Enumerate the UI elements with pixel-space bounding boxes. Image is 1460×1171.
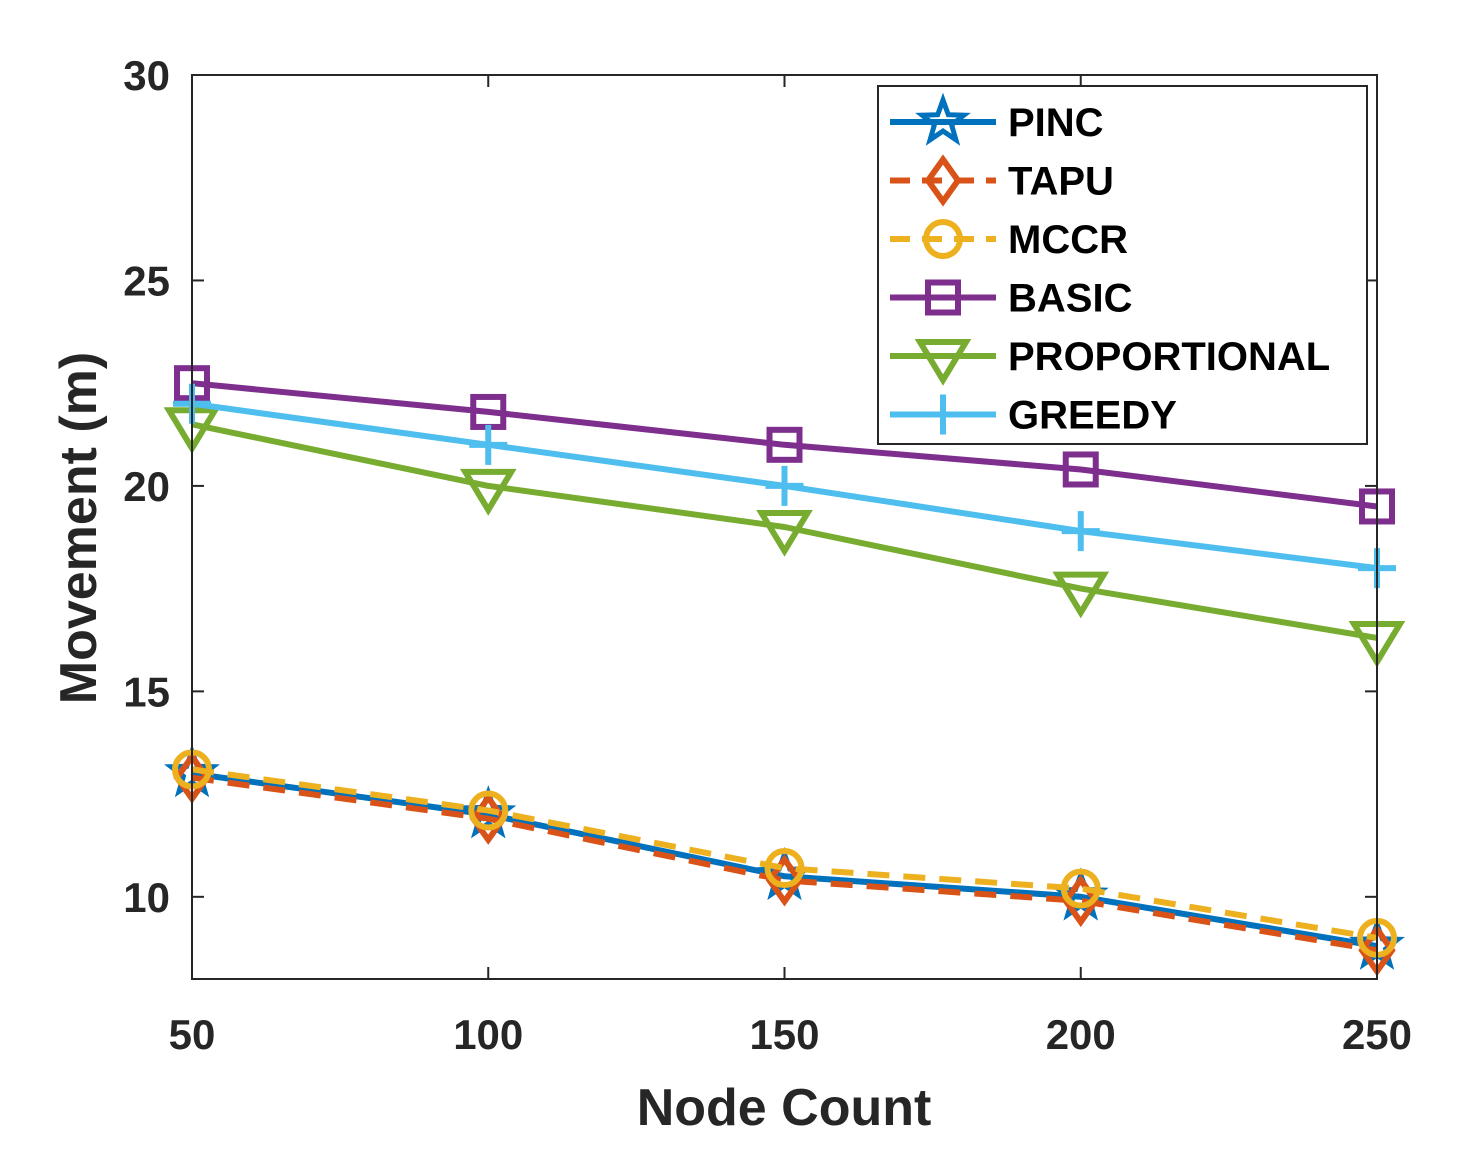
y-tick-label: 10 [123,874,170,921]
legend-label: BASIC [1008,277,1132,321]
data-point-basic [766,426,803,463]
legend-marker [915,92,971,146]
data-point-greedy [765,465,804,506]
legend-item-pinc: PINC [890,92,1104,146]
data-point-mccr [764,848,805,889]
data-point-tapu [1062,874,1100,928]
legend-label: PROPORTIONAL [1008,335,1330,379]
legend-marker [914,339,972,386]
data-point-mccr [468,790,509,831]
y-tick-label: 20 [123,463,170,510]
series-line-proportional [191,421,1378,641]
y-tick-label: 25 [123,257,170,304]
legend-label: MCCR [1008,218,1128,262]
series-line-basic [191,380,1378,510]
axis-ticks: 50 100 150 200 250 10 15 20 25 30 [123,52,1412,1058]
x-axis-label: Node Count [637,1079,932,1137]
data-point-proportional [459,468,517,516]
legend-marker [925,279,961,316]
y-tick-label: 15 [123,668,170,715]
series-line-mccr [191,766,1378,941]
x-tick-label: 100 [453,1011,523,1058]
legend-marker [924,394,962,435]
data-point-tapu [765,854,804,907]
x-tick-label: 250 [1342,1011,1412,1058]
y-axis-label: Movement (m) [50,352,108,704]
legend-label: TAPU [1008,160,1114,204]
data-point-greedy [1061,511,1100,552]
x-tick-label: 50 [169,1011,216,1058]
legend: PINC TAPU MCCR BASIC PROPORTIONAL GREEDY [877,85,1368,445]
legend-label: GREEDY [1008,394,1177,438]
legend-box [877,85,1368,445]
data-point-basic [1062,451,1099,488]
legend-item-basic: BASIC [890,277,1132,321]
data-point-mccr [1060,868,1101,909]
legend-marker [923,219,963,259]
legend-label: PINC [1008,101,1104,145]
x-tick-label: 200 [1046,1011,1116,1058]
legend-marker [924,154,962,207]
series-line-pinc [191,770,1378,950]
data-point-proportional [1052,571,1110,619]
legend-item-mccr: MCCR [890,218,1128,262]
legend-item-greedy: GREEDY [890,394,1177,438]
data-point-proportional [756,510,813,557]
y-tick-label: 30 [123,52,170,99]
series-line-tapu [191,774,1378,954]
legend-item-tapu: TAPU [890,154,1114,207]
legend-item-proportional: PROPORTIONAL [890,335,1330,386]
x-tick-label: 150 [749,1011,819,1058]
data-point-greedy [469,424,508,465]
series-layer [163,365,1406,977]
